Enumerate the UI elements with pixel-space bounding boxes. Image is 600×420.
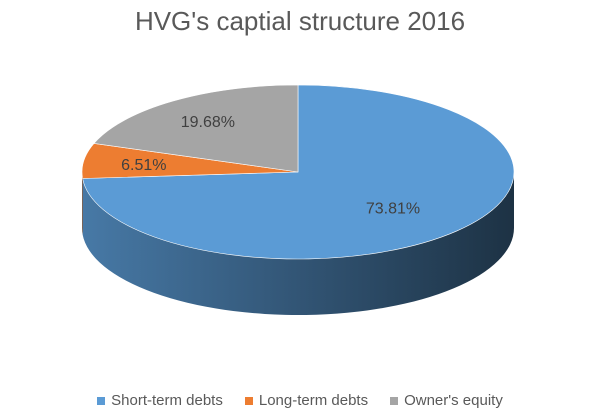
legend-item-short-term-debts: Short-term debts	[97, 392, 223, 409]
legend-swatch-short-term-debts	[97, 396, 106, 405]
data-label-long-term-debts: 6.51%	[121, 157, 166, 174]
legend-label-long-term-debts: Long-term debts	[258, 392, 369, 409]
data-label-owner-s-equity: 19.68%	[181, 114, 235, 131]
legend-item-owners-equity: Owner's equity	[390, 392, 503, 409]
legend-item-long-term-debts: Long-term debts	[244, 392, 369, 409]
slice-owner-s-equity	[93, 84, 299, 173]
legend-swatch-owners-equity	[390, 396, 399, 405]
slice-side-short-term-debts	[82, 172, 514, 315]
data-label-short-term-debts: 73.81%	[366, 201, 420, 218]
slice-side-long-term-debts	[82, 172, 83, 235]
legend-swatch-long-term-debts	[244, 396, 253, 405]
legend-label-short-term-debts: Short-term debts	[111, 392, 223, 409]
chart-title: HVG's captial structure 2016	[134, 6, 466, 36]
legend-label-owners-equity: Owner's equity	[404, 392, 503, 409]
legend: Short-term debts Long-term debts Owner's…	[0, 392, 600, 409]
